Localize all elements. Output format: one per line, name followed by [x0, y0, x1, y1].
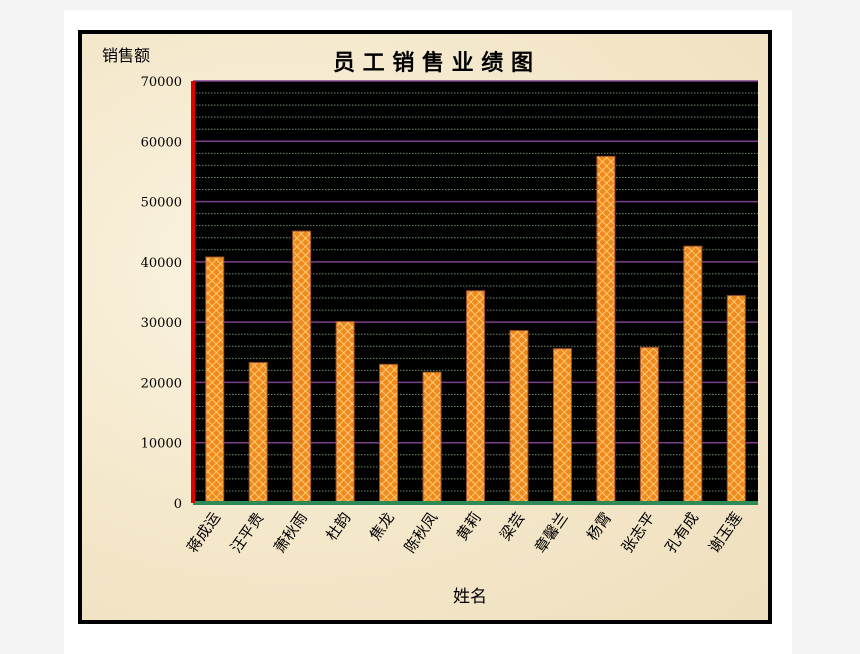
- x-tick-label: 谢玉莲: [705, 509, 746, 556]
- x-tick-label: 章馨兰: [531, 509, 572, 556]
- x-tick-label: 杨霄: [583, 509, 615, 544]
- bar: [248, 362, 268, 504]
- x-tick-label: 张志平: [618, 509, 659, 556]
- bar: [466, 290, 485, 504]
- bar: [596, 155, 616, 504]
- y-tick-label: 30000: [141, 316, 182, 331]
- bar: [292, 230, 312, 504]
- x-tick-label: 梁芸: [496, 509, 528, 544]
- y-tick-label: 0: [174, 497, 182, 512]
- x-tick-label: 汪平贵: [227, 509, 268, 556]
- y-tick-label: 70000: [141, 75, 182, 90]
- x-axis-label: 姓名: [453, 587, 487, 607]
- y-tick-label: 50000: [141, 196, 182, 211]
- x-tick-label: 黄莉: [453, 509, 485, 544]
- y-tick-label: 40000: [141, 256, 182, 271]
- x-tick-label: 孔有成: [662, 509, 703, 556]
- bar: [422, 371, 442, 504]
- x-tick-label: 蒋成运: [183, 509, 224, 556]
- y-tick-label: 20000: [141, 376, 182, 391]
- bar: [379, 363, 399, 504]
- bar: [552, 348, 572, 504]
- x-tick-label: 杜韵: [322, 509, 354, 544]
- bar: [726, 295, 746, 504]
- bar: [205, 256, 225, 504]
- bar: [639, 346, 659, 504]
- x-tick-label: 萧秋雨: [270, 509, 311, 556]
- chart-title: 员 工 销 售 业 绩 图: [333, 50, 533, 76]
- bar: [335, 321, 355, 504]
- bar: [683, 245, 703, 504]
- bar: [509, 330, 529, 504]
- y-tick-label: 60000: [141, 135, 182, 150]
- y-axis-label: 销售额: [102, 46, 150, 65]
- x-tick-label: 陈秋凤: [401, 509, 442, 556]
- x-tick-label: 焦龙: [366, 509, 398, 544]
- y-tick-label: 10000: [141, 437, 182, 452]
